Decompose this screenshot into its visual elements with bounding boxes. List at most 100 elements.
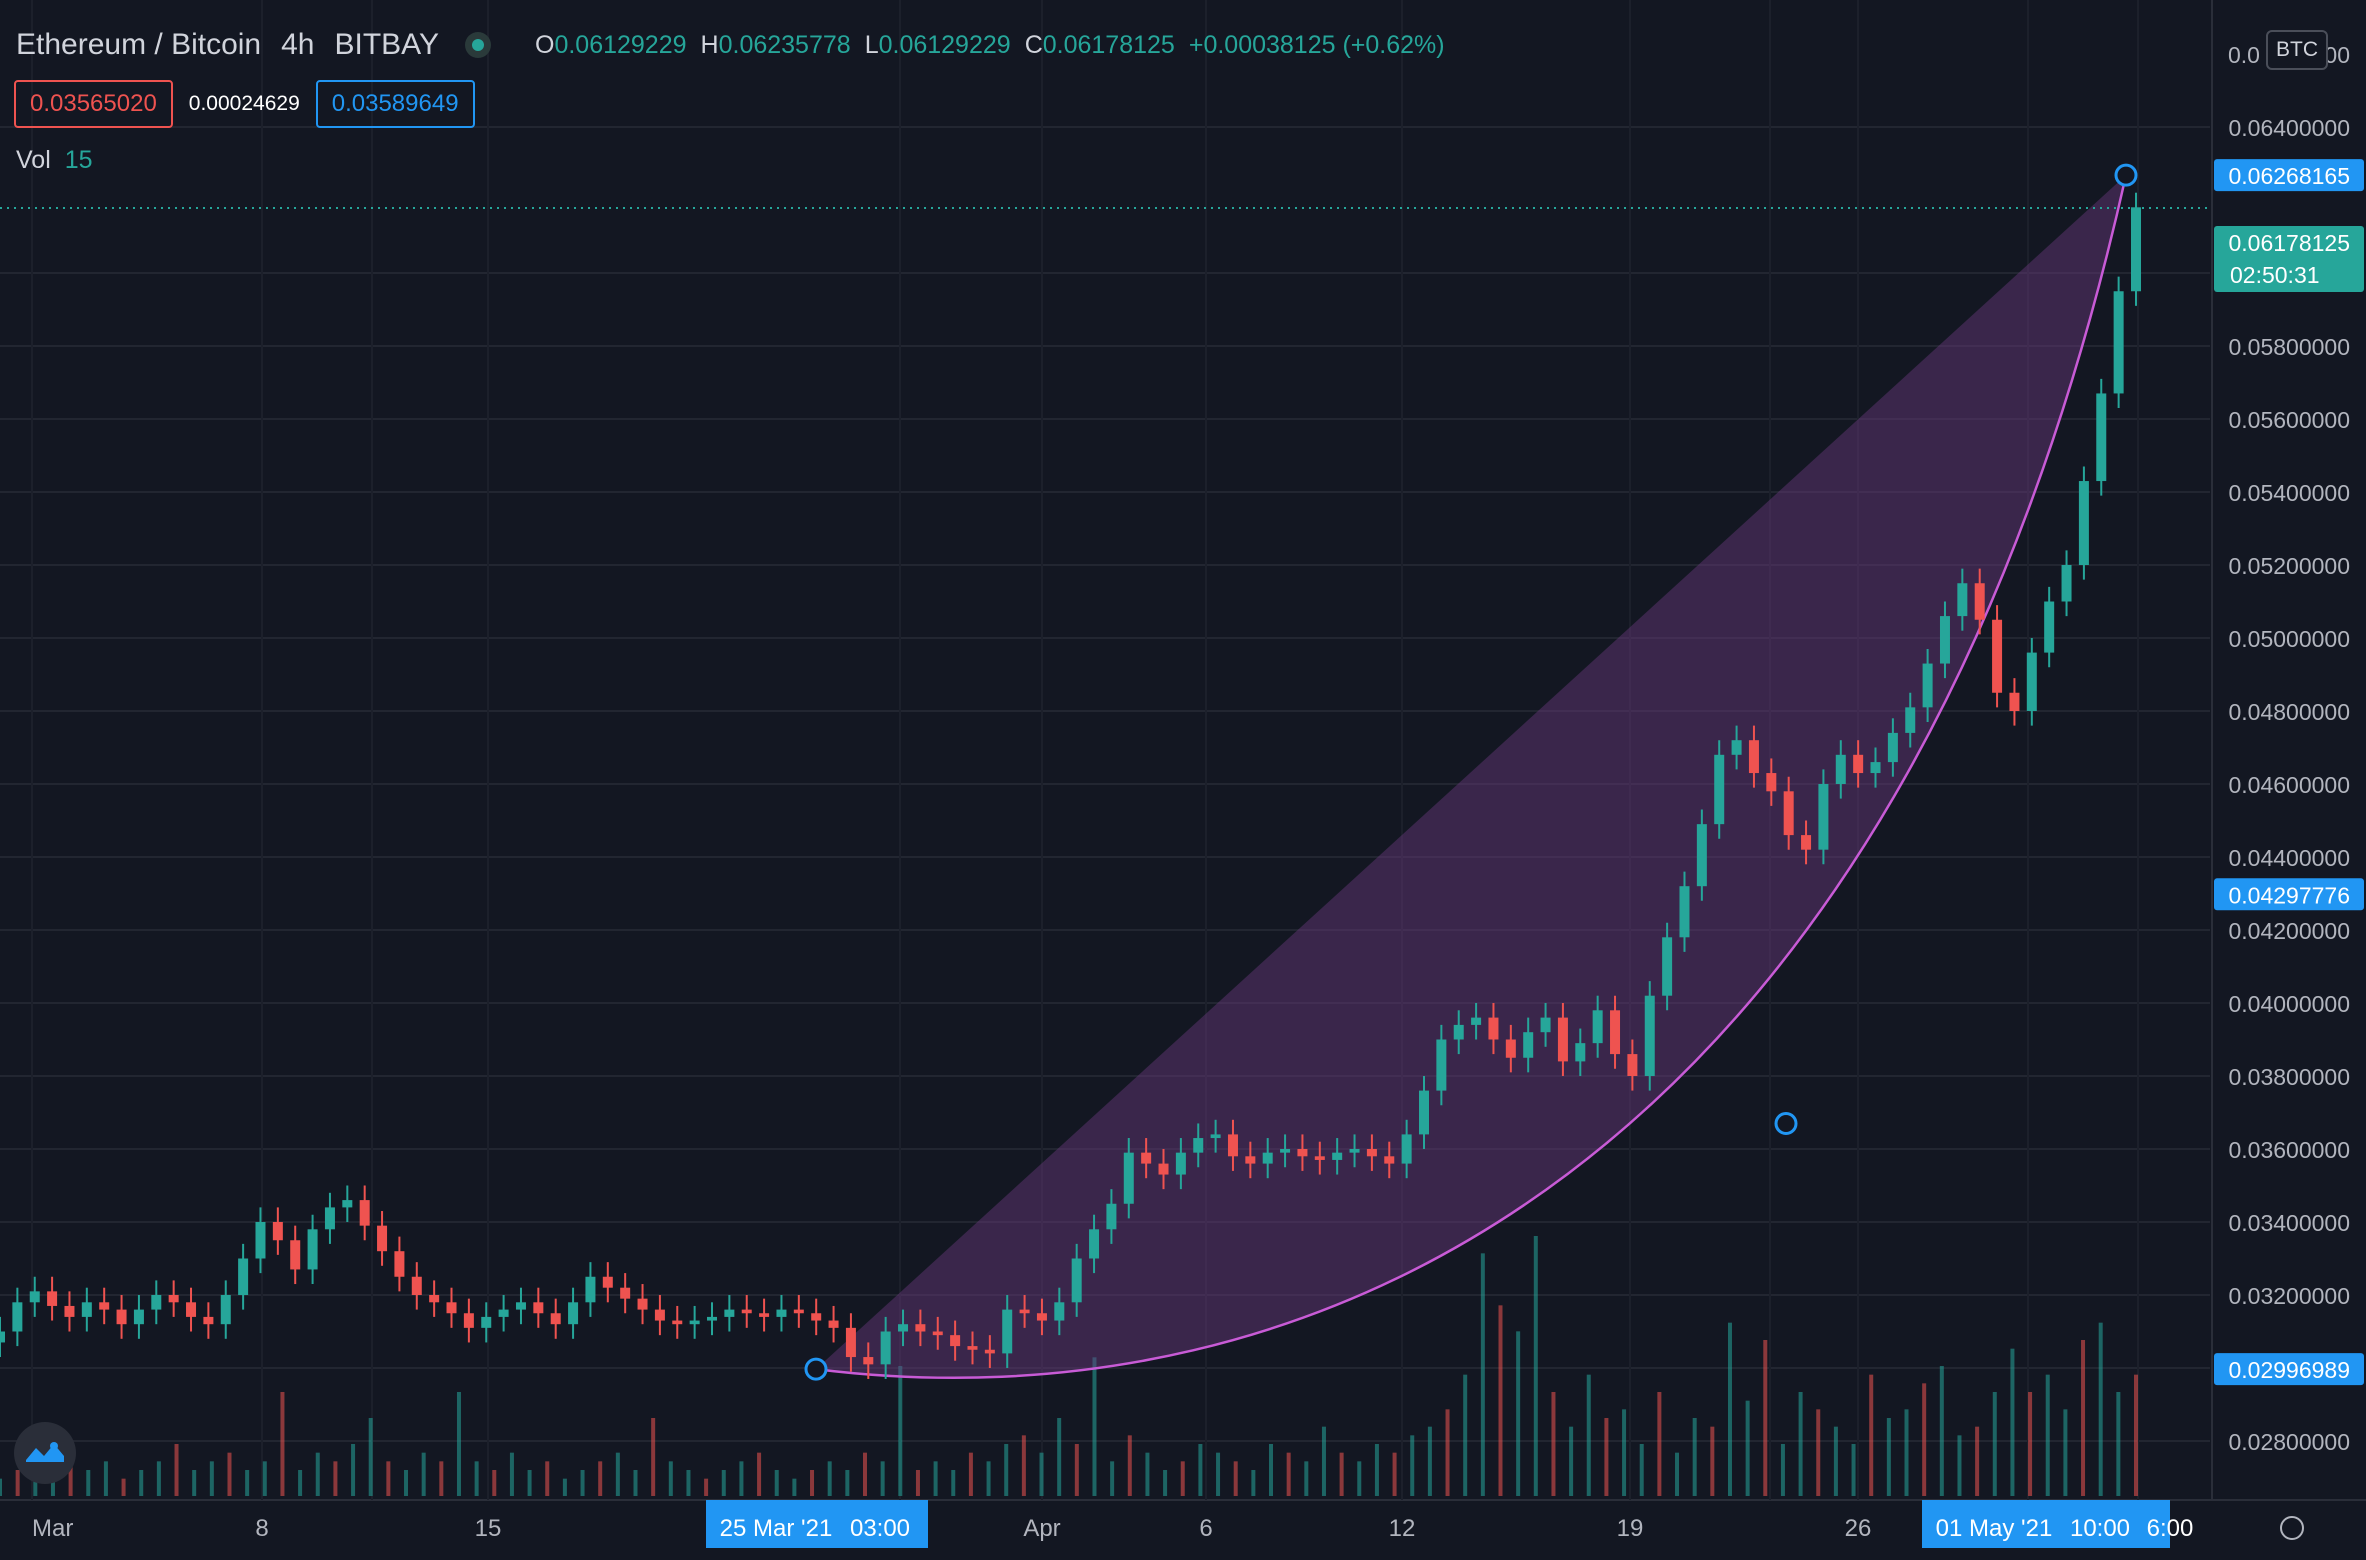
candle-body [1557,1017,1568,1062]
settings-gear-icon[interactable] [2280,1516,2304,1540]
candle-body [1106,1203,1117,1230]
mid-price-tag: 0.04297776 [2228,882,2350,908]
bezier-curve [815,174,2128,1379]
candle-body [1401,1134,1412,1164]
candle-body [1002,1309,1013,1354]
volume-bar [651,1418,656,1496]
candle-body [1939,616,1950,664]
candle-body [1887,732,1898,763]
volume-bar [933,1461,938,1496]
candle-body [1488,1017,1499,1040]
y-tick-label: 0.05600000 [2228,407,2350,433]
volume-bar [1304,1461,1309,1496]
volume-bar [757,1452,762,1496]
x-tick-label: 12 [1389,1515,1416,1542]
candle-body [515,1302,526,1310]
y-tick-label-partial: 00 [2324,42,2350,68]
candle-body [64,1305,75,1317]
symbol-name[interactable]: Ethereum / Bitcoin [16,28,262,61]
volume-bar [1851,1444,1856,1496]
volume-bar [1710,1426,1715,1496]
volume-bar [1392,1452,1397,1496]
volume-bar [1886,1418,1891,1496]
volume-bar [1163,1470,1168,1496]
y-tick-label: 0.04400000 [2228,845,2350,871]
high-key: H [700,30,719,59]
candle-body [654,1309,665,1321]
candle-body [1089,1229,1100,1259]
y-tick-label: 0.05200000 [2228,553,2350,579]
drawing-handle [804,1357,828,1381]
volume-bar [2028,1392,2033,1496]
candle-body [898,1324,909,1332]
volume-bar [351,1444,356,1496]
candle-body [880,1331,891,1365]
candle-body [1714,754,1725,825]
candle-body [967,1346,978,1350]
volume-bar [1904,1409,1909,1496]
candle-body [2131,207,2141,292]
low-price-tag: 0.02996989 [2228,1357,2350,1383]
volume-bar [1039,1452,1044,1496]
volume-bar [1233,1461,1238,1496]
low-value: 0.06129229 [878,30,1011,59]
volume-bar [2081,1340,2086,1496]
candle-body [498,1309,509,1317]
high-price-tag: 0.06268165 [2228,163,2350,189]
volume-bar [1269,1444,1274,1496]
volume-bar [1516,1331,1521,1496]
candle-body [238,1258,249,1295]
candle-body [984,1349,995,1354]
candle-body [446,1302,457,1314]
candle-body [1783,791,1794,836]
candle-body [1227,1134,1238,1157]
tradingview-logo-icon[interactable] [14,1422,76,1484]
candle-body [1748,740,1759,774]
candle-body [1071,1258,1082,1303]
candle-body [133,1309,144,1325]
candle-body [1193,1138,1204,1153]
interval-label[interactable]: 4h [281,28,315,61]
volume-bar [774,1470,779,1496]
x-tick-label: 15 [475,1515,502,1542]
volume-bar [1057,1418,1062,1496]
end-time-tag: 6:00 [2147,1515,2194,1542]
volume-bar [1569,1426,1574,1496]
candle-body [1644,995,1655,1076]
volume-bar [1533,1236,1538,1496]
volume-bar [421,1452,426,1496]
volume-bar [845,1470,850,1496]
candle-body [2078,481,2089,565]
candle-body [759,1313,770,1317]
volume-bar [1604,1418,1609,1496]
volume-bar [1833,1426,1838,1496]
crosshair-time-tag-bg [706,1500,928,1548]
candle-body [203,1316,214,1325]
y-tick-label: 0.03800000 [2228,1064,2350,1090]
volume-bar [1145,1452,1150,1496]
x-tick-label: 8 [255,1515,268,1542]
end-time-tag: 10:00 [2070,1515,2130,1542]
candle-body [81,1302,92,1317]
volume-bar [1657,1392,1662,1496]
candle-body [1036,1313,1047,1321]
candle-body [1818,784,1829,850]
volume-bar [1639,1444,1644,1496]
sell-price-button[interactable]: 0.03565020 [14,80,173,128]
bid-ask-row: 0.03565020 0.00024629 0.03589649 [14,80,475,128]
volume-bar [668,1461,673,1496]
candle-body [0,1331,5,1343]
volume-bar [86,1470,91,1496]
mid-price-tag-bg [2214,878,2364,911]
candle-body [637,1298,648,1310]
x-tick-label: 19 [1617,1515,1644,1542]
volume-legend[interactable]: Vol 15 [16,146,93,175]
y-tick-label: 0.04600000 [2228,772,2350,798]
drawing-handle [2114,163,2138,187]
buy-price-button[interactable]: 0.03589649 [315,80,475,128]
candle-body [411,1276,422,1295]
y-tick-label: 0.03400000 [2228,1210,2350,1236]
currency-button[interactable]: BTC [2266,30,2328,70]
candle-body [1801,835,1812,850]
